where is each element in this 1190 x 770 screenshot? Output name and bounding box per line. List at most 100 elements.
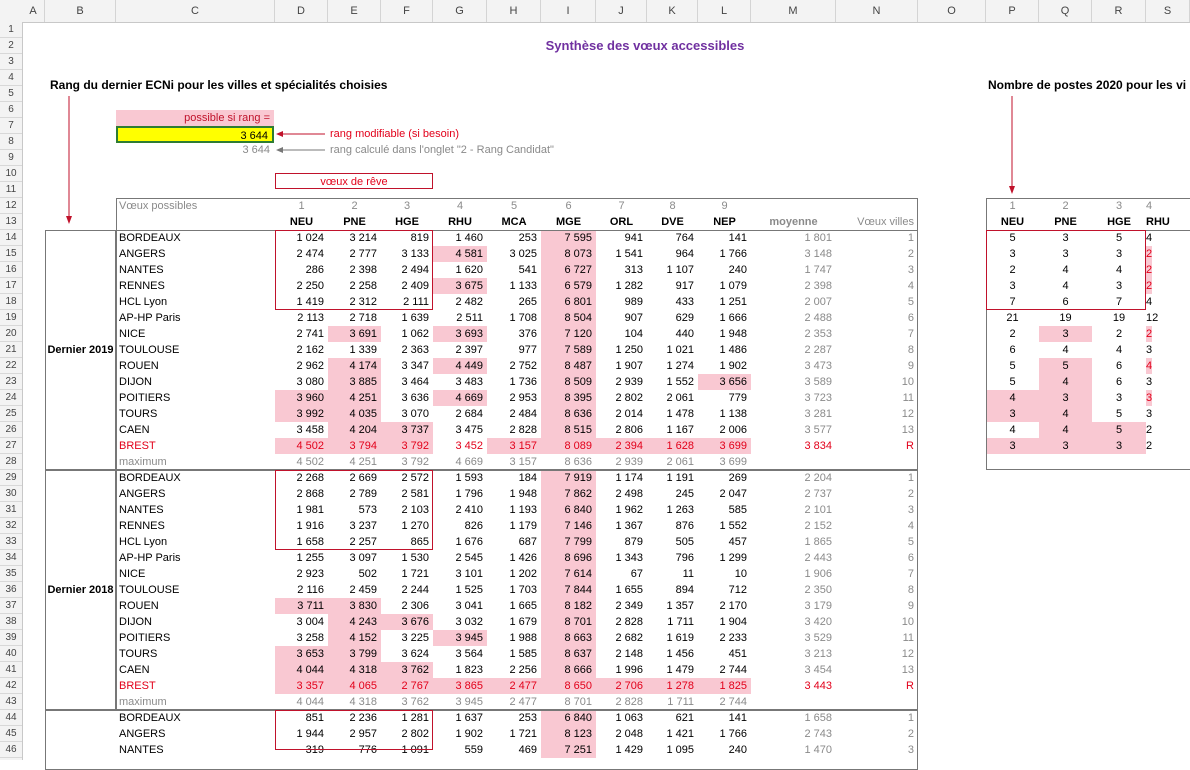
city-label[interactable]: RENNES [119,280,165,292]
rank-cell[interactable]: 4 581 [433,246,487,262]
city-label[interactable]: CAEN [119,664,150,676]
rank-cell[interactable]: 6 579 [541,278,596,294]
row-header[interactable]: 29 [0,470,22,486]
city-label[interactable]: BORDEAUX [119,472,181,484]
rank-cell[interactable]: 2 048 [615,728,643,740]
row-header[interactable]: 11 [0,182,22,198]
rank-cell[interactable]: 3 258 [296,632,324,644]
row-header[interactable]: 27 [0,438,22,454]
rank-cell[interactable]: 1 263 [666,504,694,516]
city-label[interactable]: TOURS [119,648,158,660]
spec-header[interactable]: NEU [289,216,314,228]
rank-cell[interactable]: 2 014 [615,408,643,420]
rank-cell[interactable]: 1 904 [719,616,747,628]
rank-cell[interactable]: 3 656 [698,374,751,390]
spec-header[interactable]: PNE [343,216,366,228]
rank-cell[interactable]: 2 363 [401,344,429,356]
rank-cell[interactable]: 2 116 [297,584,324,596]
rank-cell[interactable]: 4 065 [328,678,381,694]
postes-cell[interactable]: 5 [1115,232,1123,244]
rank-cell[interactable]: 1 426 [509,552,537,564]
voeux-ville-cell[interactable]: 12 [901,648,914,660]
city-label[interactable]: HCL Lyon [119,536,168,548]
postes-cell[interactable]: 4 [986,390,1039,406]
rank-cell[interactable]: 1 948 [719,328,747,340]
rank-cell[interactable]: 1 251 [719,296,747,308]
moyenne-cell[interactable]: 3 589 [804,376,832,388]
moyenne-cell[interactable]: 2 398 [804,280,832,292]
postes-cell[interactable]: 5 [1009,376,1016,388]
rank-cell[interactable]: 1 357 [666,600,694,612]
maximum-cell[interactable]: 8 636 [564,456,592,468]
rank-cell[interactable]: 245 [675,488,694,500]
column-header[interactable]: P [986,0,1039,22]
rank-cell[interactable]: 7 120 [541,326,596,342]
rank-cell[interactable]: 907 [624,312,643,324]
voeux-ville-cell[interactable]: 7 [907,328,914,340]
rank-cell[interactable]: 1 460 [455,232,483,244]
rank-cell[interactable]: 141 [728,712,747,724]
row-header[interactable]: 1 [0,22,22,38]
rank-cell[interactable]: 2 409 [401,280,429,292]
rank-cell[interactable]: 8 637 [541,646,596,662]
maximum-cell[interactable]: 4 251 [349,456,377,468]
moyenne-cell[interactable]: 1 906 [804,568,832,580]
moyenne-cell[interactable]: 3 473 [804,360,832,372]
rank-cell[interactable]: 851 [305,712,324,724]
column-header[interactable]: Q [1039,0,1092,22]
postes-spec-number[interactable]: 1 [1009,200,1016,212]
postes-cell[interactable]: 3 [1146,408,1153,420]
postes-cell[interactable]: 5 [1092,422,1146,438]
rank-cell[interactable]: 2 962 [296,360,324,372]
rank-cell[interactable]: 2 349 [615,600,643,612]
rank-cell[interactable]: 3 799 [328,646,381,662]
row-header[interactable]: 13 [0,214,22,230]
row-header[interactable]: 43 [0,694,22,710]
rank-cell[interactable]: 2 268 [296,472,324,484]
rank-cell[interactable]: 1 456 [666,648,694,660]
rank-cell[interactable]: 2 477 [487,678,541,694]
postes-cell[interactable]: 7 [1115,296,1123,308]
rank-cell[interactable]: 2 498 [615,488,643,500]
column-header[interactable]: C [116,0,275,22]
moyenne-cell[interactable]: 2 350 [804,584,832,596]
rank-cell[interactable]: 2 148 [615,648,643,660]
row-header[interactable]: 36 [0,582,22,598]
rank-cell[interactable]: 184 [518,472,537,484]
spec-header[interactable]: DVE [661,216,684,228]
column-header[interactable]: O [918,0,986,22]
rank-cell[interactable]: 104 [624,328,643,340]
rank-cell[interactable]: 1 721 [509,728,537,740]
rank-cell[interactable]: 1 525 [455,584,483,596]
row-header[interactable]: 4 [0,70,22,86]
rank-cell[interactable]: 1 191 [666,472,694,484]
voeux-ville-cell[interactable]: 8 [907,584,914,596]
spec-number[interactable]: 6 [565,200,572,212]
postes-cell[interactable]: 2 [1146,424,1153,436]
rank-cell[interactable]: 1 024 [296,232,324,244]
rank-cell[interactable]: 2 244 [401,584,429,596]
spec-number[interactable]: 3 [403,200,411,212]
city-label[interactable]: BREST [119,680,156,692]
moyenne-cell[interactable]: 3 529 [804,632,832,644]
city-label[interactable]: POITIERS [119,632,171,644]
rank-cell[interactable]: 1 299 [719,552,747,564]
moyenne-cell[interactable]: 3 454 [804,664,832,676]
rank-cell[interactable]: 11 [682,568,694,580]
rank-cell[interactable]: 2 669 [349,472,377,484]
spec-header[interactable]: HGE [395,216,419,228]
rank-cell[interactable]: 3 676 [381,614,433,630]
rank-cell[interactable]: 2 706 [596,678,647,694]
maximum-cell[interactable]: 2 477 [509,696,537,708]
rank-cell[interactable]: 457 [728,536,747,548]
moyenne-cell[interactable]: 3 148 [804,248,832,260]
postes-cell[interactable]: 6 [1115,376,1123,388]
rank-cell[interactable]: 2 256 [509,664,537,676]
postes-cell[interactable]: 3 [1146,344,1153,356]
city-label[interactable]: BREST [119,440,156,452]
spec-header[interactable]: MCA [501,216,527,228]
rank-cell[interactable]: 7 844 [541,582,596,598]
rank-cell[interactable]: 2 162 [296,344,324,356]
rank-cell[interactable]: 1 620 [455,264,483,276]
row-header[interactable]: 31 [0,502,22,518]
